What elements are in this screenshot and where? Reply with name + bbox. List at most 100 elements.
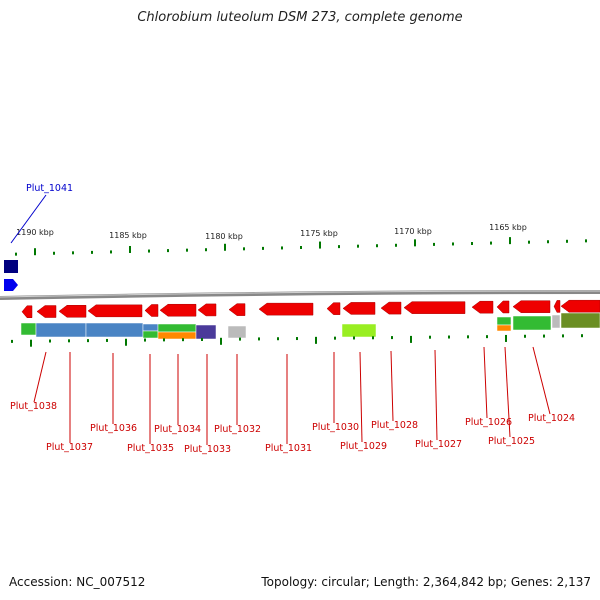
ticks-bottom: [11, 334, 583, 347]
tick-mark: [372, 336, 374, 340]
cog-bar: [560, 312, 600, 329]
tick-mark: [91, 250, 93, 254]
label-line: [483, 346, 488, 419]
tick-mark: [509, 237, 511, 245]
label-line: [33, 351, 47, 403]
tick-mark: [566, 239, 568, 243]
tick-mark: [410, 335, 412, 343]
cog-bar: [551, 314, 561, 329]
tick-mark: [334, 336, 336, 340]
ticks-top: [15, 237, 587, 256]
gene-arrow: [512, 300, 551, 313]
cog-bars: [20, 312, 600, 340]
scale-label: 1190 kbp: [16, 228, 54, 237]
gene-label: Plut_1037: [46, 442, 93, 453]
cog-bar: [157, 331, 197, 340]
gene-label: Plut_1032: [214, 424, 261, 435]
tick-mark: [376, 244, 378, 248]
gene-label: Plut_1026: [465, 417, 512, 428]
scale-label: 1165 kbp: [489, 223, 527, 232]
tick-mark: [547, 240, 549, 244]
gene-label: Plut_1029: [340, 441, 387, 452]
cog-bar: [512, 315, 552, 331]
tick-mark: [585, 239, 587, 243]
tick-mark: [224, 243, 226, 251]
tick-mark: [319, 241, 321, 249]
gene-label: Plut_1041: [26, 183, 73, 194]
cog-bar: [157, 323, 197, 333]
gene-label: Plut_1038: [10, 401, 57, 412]
label-line: [10, 194, 47, 244]
gene-labels: Plut_1041 Plut_1038 Plut_1037 Plut_1036 Plut…: [10, 183, 575, 455]
tick-mark: [129, 245, 131, 253]
tick-mark: [452, 242, 454, 246]
tick-mark: [125, 338, 127, 346]
tick-mark: [471, 242, 473, 246]
tick-mark: [239, 337, 241, 341]
gene-arrow: [560, 299, 600, 313]
tick-mark: [220, 337, 222, 345]
tick-mark: [243, 247, 245, 251]
tick-mark: [144, 338, 146, 342]
tick-mark: [68, 339, 70, 343]
gene-arrow: [326, 302, 341, 315]
tick-mark: [163, 338, 165, 342]
tick-mark: [524, 334, 526, 338]
backbone-line: [0, 290, 600, 300]
accession-text: Accession: NC_007512: [9, 575, 146, 589]
gene-label: Plut_1024: [528, 413, 575, 424]
topology-text: Topology: circular; Length: 2,364,842 bp…: [261, 575, 591, 589]
tick-mark: [414, 239, 416, 247]
label-line: [359, 351, 363, 443]
tick-mark: [357, 244, 359, 248]
gene-label: Plut_1036: [90, 423, 137, 434]
gene-arrow: [553, 300, 561, 313]
tick-mark: [186, 248, 188, 252]
scale-label: 1170 kbp: [394, 227, 432, 236]
gene-arrow: [258, 302, 314, 316]
tick-mark: [296, 337, 298, 341]
cog-bar: [85, 322, 144, 338]
tick-mark: [148, 249, 150, 253]
label-line: [504, 346, 511, 438]
cog-bar: [496, 324, 512, 332]
gene-label: Plut_1033: [184, 444, 231, 455]
tick-mark: [315, 336, 317, 344]
label-lines: [10, 194, 551, 445]
label-line: [434, 349, 438, 441]
gene-label: Plut_1035: [127, 443, 174, 454]
tick-mark: [395, 243, 397, 247]
tick-mark: [562, 334, 564, 338]
gene-label: Plut_1025: [488, 436, 535, 447]
tick-mark: [106, 338, 108, 342]
gene-arrow: [144, 304, 159, 317]
tick-mark: [281, 246, 283, 250]
genes: [21, 299, 600, 318]
tick-mark: [110, 250, 112, 254]
label-line: [532, 346, 551, 415]
label-line: [390, 350, 394, 422]
tick-mark: [11, 339, 13, 343]
scale-label: 1180 kbp: [205, 232, 243, 241]
tick-mark: [300, 246, 302, 249]
tick-mark: [53, 251, 55, 255]
tick-mark: [543, 334, 545, 338]
tick-mark: [429, 335, 431, 339]
gene-label: Plut_1027: [415, 439, 462, 450]
gene-label: Plut_1028: [371, 420, 418, 431]
gene-arrow: [496, 300, 510, 314]
tick-mark: [505, 334, 507, 342]
backbone: [0, 260, 600, 300]
tick-mark: [528, 240, 530, 244]
gene-arrow: [342, 302, 376, 315]
tick-mark: [72, 251, 74, 255]
gene-arrow: [197, 303, 217, 317]
gene-arrow: [228, 303, 246, 316]
gene-plut-1041-cog: [4, 260, 18, 273]
gene-arrow: [380, 301, 402, 315]
tick-mark: [486, 335, 488, 339]
cog-bar: [142, 323, 159, 332]
cog-bar: [35, 322, 87, 338]
gene-label: Plut_1034: [154, 424, 201, 435]
